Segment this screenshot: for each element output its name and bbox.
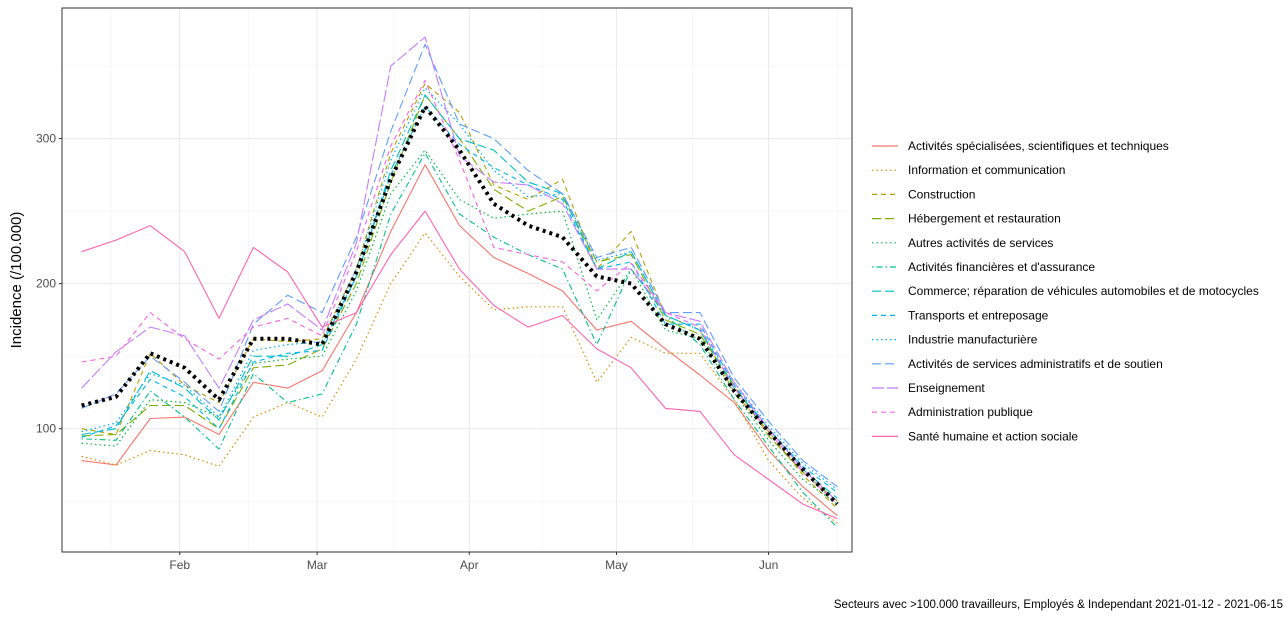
x-tick-label: Apr [460,558,479,572]
x-tick-label: Feb [169,558,190,572]
chart-caption: Secteurs avec >100.000 travailleurs, Emp… [834,599,1283,611]
series-line-11 [81,36,838,502]
legend-label-10: Activités de services administratifs et … [908,357,1163,371]
series-line-6 [81,152,838,528]
axis-layer: 100 200 300 Feb Mar Apr May Jun [36,132,778,572]
series-line-9 [81,87,838,491]
x-tick-label: May [605,558,628,572]
series-line-10 [81,43,838,488]
y-axis-title: Incidence (/100.000) [8,212,25,349]
x-tick-label: Jun [759,558,778,572]
legend-label-3: Construction [908,187,975,201]
series-layer [81,36,839,528]
series-line-7 [81,94,838,499]
legend-label-8: Transports et entreposage [908,308,1049,322]
series-line-13 [81,210,838,520]
series-line-12 [81,79,838,505]
legend: Activités spécialisées, scientifiques et… [872,139,1259,443]
x-tick-label: Mar [307,558,328,572]
legend-label-5: Autres activités de services [908,236,1053,250]
legend-label-9: Industrie manufacturière [908,333,1038,347]
legend-label-1: Activités spécialisées, scientifiques et… [908,139,1169,153]
series-line-8 [81,106,838,493]
legend-label-2: Information et communication [908,163,1065,177]
panel-border [61,7,853,553]
series-line-2 [81,232,838,524]
legend-label-12: Administration publique [908,405,1033,419]
y-tick-label: 200 [36,277,56,291]
legend-label-7: Commerce; réparation de véhicules automo… [908,284,1259,298]
legend-label-13: Santé humaine et action sociale [908,429,1078,443]
legend-label-6: Activités financières et d'assurance [908,260,1095,274]
y-tick-label: 100 [36,422,56,436]
legend-label-4: Hébergement et restauration [908,212,1061,226]
y-tick-label: 300 [36,132,56,146]
series-line-1 [81,164,838,517]
overall-series-line [81,104,839,506]
legend-label-11: Enseignement [908,381,985,395]
